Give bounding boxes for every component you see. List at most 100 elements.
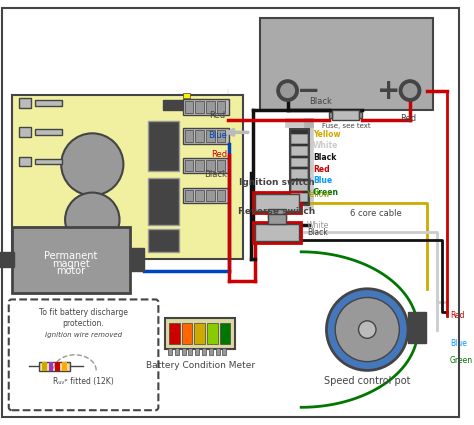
Text: White: White bbox=[307, 221, 329, 230]
Bar bbox=[194, 323, 205, 344]
Bar bbox=[260, 18, 433, 110]
Bar bbox=[35, 100, 62, 106]
Circle shape bbox=[358, 321, 376, 338]
Bar bbox=[184, 190, 193, 201]
FancyBboxPatch shape bbox=[9, 300, 158, 410]
Text: Speed control pot: Speed control pot bbox=[324, 376, 410, 386]
Bar bbox=[189, 348, 192, 355]
Bar bbox=[39, 362, 70, 371]
Bar bbox=[169, 323, 180, 344]
Bar bbox=[206, 159, 215, 171]
Text: Rᵤᵥᵖ fitted (12K): Rᵤᵥᵖ fitted (12K) bbox=[53, 377, 114, 386]
Text: Black: Black bbox=[313, 153, 336, 162]
Bar bbox=[148, 121, 179, 171]
Bar bbox=[332, 110, 359, 120]
Text: +: + bbox=[377, 76, 401, 105]
Bar bbox=[195, 130, 204, 142]
Text: Yellow: Yellow bbox=[307, 190, 331, 199]
Text: Red: Red bbox=[313, 165, 329, 174]
Text: Red: Red bbox=[450, 312, 465, 320]
Text: Battery Condition Meter: Battery Condition Meter bbox=[146, 361, 255, 370]
Bar bbox=[182, 99, 229, 115]
Bar bbox=[216, 348, 219, 355]
Text: 6 core cable: 6 core cable bbox=[350, 209, 401, 218]
Bar bbox=[55, 362, 60, 371]
Text: Yellow: Yellow bbox=[313, 130, 340, 139]
Bar bbox=[35, 130, 62, 135]
Bar bbox=[35, 159, 62, 164]
Text: Green: Green bbox=[313, 188, 339, 197]
Bar bbox=[42, 362, 46, 371]
Bar bbox=[19, 98, 31, 108]
Bar bbox=[268, 214, 286, 224]
Text: White: White bbox=[313, 142, 338, 150]
Bar bbox=[209, 348, 213, 355]
Bar bbox=[184, 159, 193, 171]
Text: magnet: magnet bbox=[52, 258, 90, 269]
Bar bbox=[168, 348, 172, 355]
Bar bbox=[62, 362, 67, 371]
Bar bbox=[255, 193, 299, 211]
Bar bbox=[217, 101, 226, 113]
Text: Black: Black bbox=[309, 97, 332, 106]
Bar bbox=[222, 348, 227, 355]
Bar bbox=[130, 248, 144, 271]
Bar bbox=[292, 169, 307, 178]
Bar bbox=[182, 188, 229, 203]
Bar bbox=[408, 312, 426, 343]
Bar bbox=[184, 130, 193, 142]
Bar bbox=[219, 323, 230, 344]
Bar bbox=[292, 193, 307, 201]
Text: Blue: Blue bbox=[209, 131, 228, 140]
Bar bbox=[148, 178, 179, 225]
Bar bbox=[0, 252, 14, 267]
Circle shape bbox=[327, 289, 408, 370]
Text: Red: Red bbox=[211, 150, 228, 159]
Bar bbox=[195, 101, 204, 113]
Text: −: − bbox=[297, 76, 320, 105]
Bar bbox=[292, 158, 307, 166]
Text: Black: Black bbox=[204, 170, 228, 178]
Bar bbox=[206, 101, 215, 113]
Bar bbox=[253, 192, 301, 213]
Circle shape bbox=[403, 84, 417, 97]
Bar bbox=[292, 146, 307, 155]
Bar bbox=[19, 128, 31, 137]
Text: Black: Black bbox=[307, 228, 328, 237]
Bar bbox=[207, 323, 218, 344]
Bar bbox=[206, 190, 215, 201]
Bar bbox=[359, 112, 363, 118]
Bar bbox=[182, 323, 192, 344]
Bar bbox=[182, 93, 191, 98]
Circle shape bbox=[61, 133, 123, 196]
Bar bbox=[290, 130, 309, 205]
Bar bbox=[329, 112, 332, 118]
Bar bbox=[182, 348, 186, 355]
Bar bbox=[292, 134, 307, 143]
Text: Red: Red bbox=[210, 111, 226, 120]
Bar bbox=[195, 159, 204, 171]
Text: Ignition switch: Ignition switch bbox=[239, 178, 315, 187]
Bar bbox=[165, 318, 235, 349]
Text: Reverse switch: Reverse switch bbox=[238, 207, 316, 216]
Circle shape bbox=[399, 80, 421, 101]
Text: Green: Green bbox=[450, 356, 473, 365]
Bar bbox=[206, 130, 215, 142]
Bar bbox=[19, 157, 31, 166]
Circle shape bbox=[277, 80, 298, 101]
Bar bbox=[12, 96, 243, 259]
Circle shape bbox=[65, 193, 119, 247]
Text: Blue: Blue bbox=[313, 176, 332, 185]
Bar bbox=[182, 128, 229, 144]
Bar bbox=[182, 158, 229, 173]
Bar bbox=[48, 362, 54, 371]
Bar bbox=[268, 209, 286, 219]
Bar bbox=[195, 348, 199, 355]
Bar bbox=[253, 222, 301, 243]
Text: Permanent: Permanent bbox=[44, 251, 98, 261]
Bar bbox=[217, 130, 226, 142]
Bar bbox=[175, 348, 179, 355]
Text: Red: Red bbox=[400, 113, 416, 123]
Text: To fit battery discharge
protection.: To fit battery discharge protection. bbox=[39, 308, 128, 328]
Bar bbox=[217, 159, 226, 171]
